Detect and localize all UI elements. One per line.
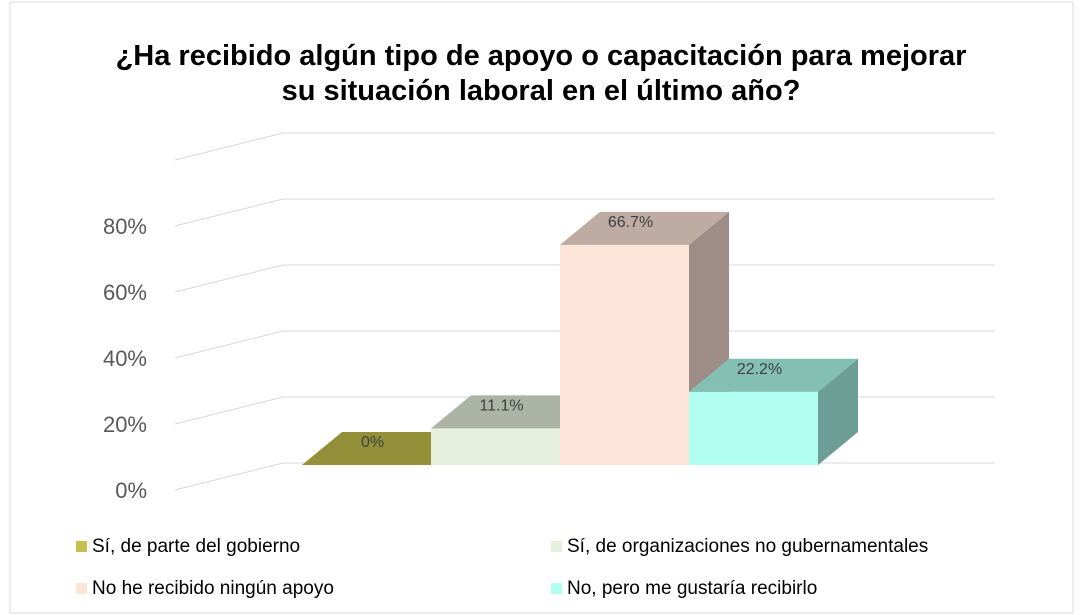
legend-swatch — [551, 583, 562, 594]
bar-top — [302, 432, 471, 465]
legend-swatch — [76, 541, 87, 552]
y-tick-label: 20% — [103, 412, 147, 437]
grid-line — [174, 198, 284, 227]
grid-line — [174, 264, 284, 293]
data-label: 11.1% — [479, 398, 523, 415]
legend-label: Sí, de organizaciones no gubernamentales — [567, 536, 928, 557]
bar — [560, 211, 729, 465]
legend-label: No, pero me gustaría recibirlo — [567, 578, 817, 599]
grid-line — [174, 396, 284, 425]
bar-side — [818, 358, 858, 465]
bar-front — [560, 244, 689, 465]
legend-label: Sí, de parte del gobierno — [92, 536, 300, 557]
legend-label: No he recibido ningún apoyo — [92, 578, 334, 599]
grid-line — [174, 330, 284, 359]
bar-top — [560, 211, 729, 245]
data-label: 0% — [361, 434, 384, 451]
bar — [302, 432, 471, 465]
legend-swatch — [551, 541, 562, 552]
data-label: 66.7% — [608, 214, 653, 231]
chart-frame — [9, 1, 1074, 614]
y-tick-label: 80% — [103, 214, 147, 239]
grid-line — [174, 462, 284, 491]
legend-swatch — [76, 583, 87, 594]
data-label: 22.2% — [737, 361, 782, 378]
bar — [689, 358, 858, 465]
y-tick-label: 60% — [103, 280, 147, 305]
y-tick-label: 0% — [115, 478, 147, 503]
bar-top — [431, 395, 600, 429]
bar-top — [689, 358, 858, 392]
wall-edge — [174, 132, 284, 161]
bar-front — [431, 428, 560, 465]
chart-title: ¿Ha recibido algún tipo de apoyo o capac… — [116, 40, 967, 107]
bar-front — [689, 391, 818, 465]
y-tick-label: 40% — [103, 346, 147, 371]
